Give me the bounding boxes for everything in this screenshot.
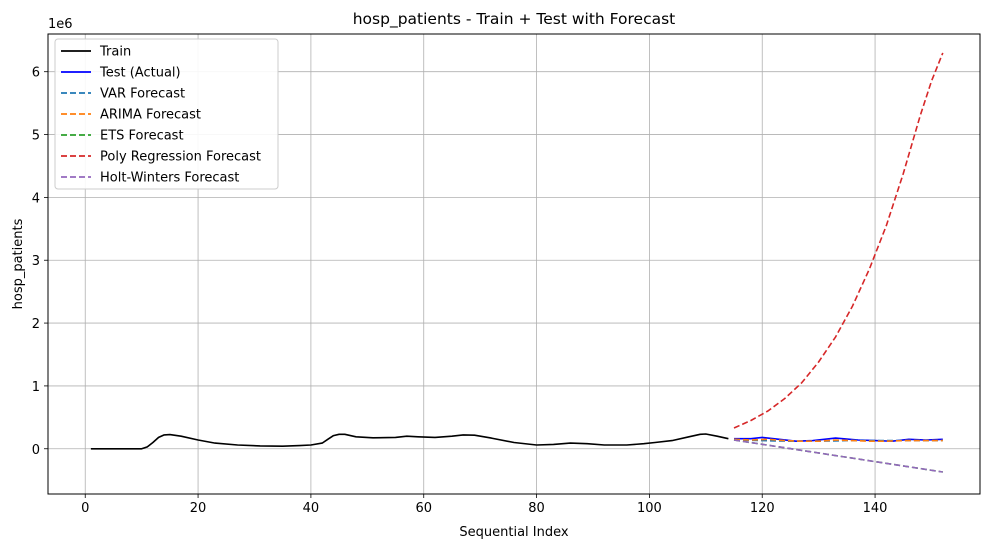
x-axis-label: Sequential Index: [459, 525, 568, 540]
plot-area-frame: [47, 33, 981, 495]
y-tick-label: 2: [32, 317, 40, 332]
x-axis-ticks: 0 20 40 60 80 100 120 140: [81, 494, 887, 516]
y-tick-label: 4: [32, 191, 40, 206]
legend-box: [54, 38, 279, 190]
x-tick-label: 80: [528, 501, 545, 516]
legend: Train Test (Actual) VAR Forecast ARIMA Fore…: [54, 38, 279, 190]
series-lines: [90, 52, 944, 473]
y-tick-label: 3: [32, 254, 40, 269]
legend-label-var-forecast: VAR Forecast: [100, 87, 185, 102]
legend-label-train: Train: [99, 45, 131, 60]
holt-winters-forecast-line: [733, 439, 943, 473]
test-actual-line: [734, 436, 943, 442]
x-tick-label: 120: [750, 501, 775, 516]
x-tick-label: 140: [863, 501, 888, 516]
legend-label-test-actual: Test (Actual): [99, 66, 181, 81]
chart-title: hosp_patients - Train + Test with Foreca…: [353, 10, 676, 29]
train-line: [90, 433, 729, 450]
legend-label-poly-regression-forecast: Poly Regression Forecast: [100, 150, 261, 165]
y-tick-label: 6: [32, 66, 40, 81]
y-tick-label: 0: [32, 443, 40, 458]
arima-forecast-line: [733, 438, 943, 442]
x-tick-label: 100: [637, 501, 662, 516]
legend-label-arima-forecast: ARIMA Forecast: [100, 108, 201, 123]
x-tick-label: 20: [190, 501, 207, 516]
y-tick-label: 1: [32, 380, 40, 395]
x-tick-label: 40: [303, 501, 320, 516]
y-axis-ticks: 0 1 2 3 4 5 6: [32, 66, 48, 458]
y-offset-label: 1e6: [48, 17, 73, 32]
legend-label-ets-forecast: ETS Forecast: [100, 129, 184, 144]
y-axis-label: hosp_patients: [11, 218, 26, 309]
poly-regression-forecast-line: [733, 52, 944, 429]
y-tick-label: 5: [32, 129, 40, 144]
legend-label-holt-winters-forecast: Holt-Winters Forecast: [100, 171, 239, 186]
x-tick-label: 60: [415, 501, 432, 516]
grid-lines: [48, 34, 980, 494]
x-tick-label: 0: [81, 501, 89, 516]
